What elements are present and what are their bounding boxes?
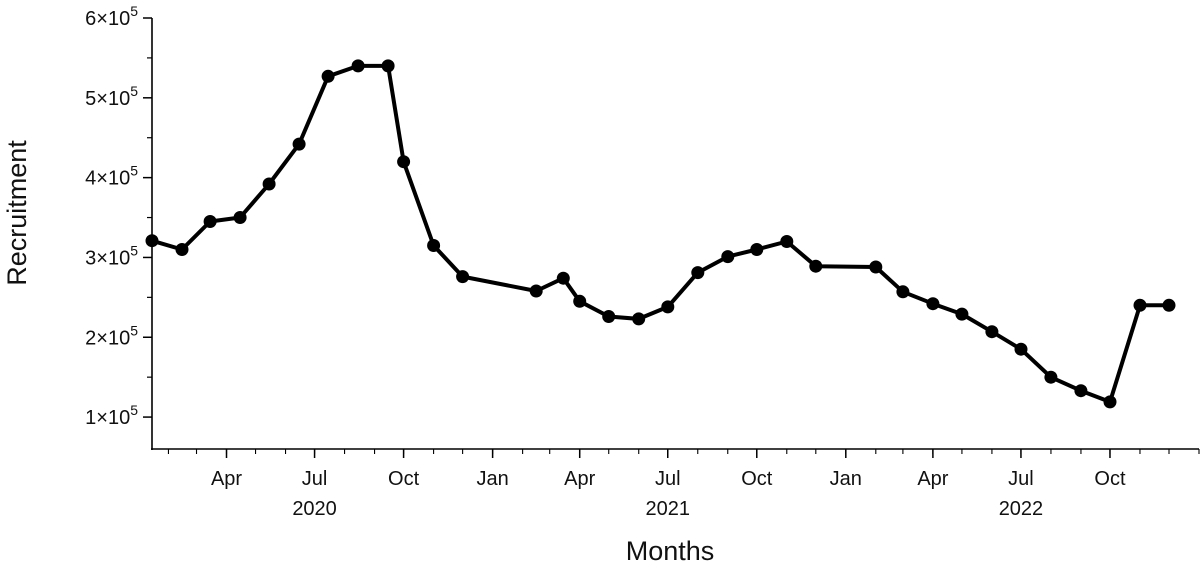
- y-tick-label: 4×105: [85, 163, 138, 190]
- data-point: [1103, 395, 1117, 409]
- series-layer: [145, 59, 1176, 409]
- data-point: [1044, 370, 1058, 384]
- data-point: [556, 271, 570, 285]
- data-point: [602, 310, 616, 323]
- x-tick-label: Apr: [564, 468, 595, 490]
- x-year-label: 2022: [999, 498, 1044, 520]
- data-point: [292, 137, 306, 151]
- data-point: [1074, 384, 1088, 398]
- x-tick-label: Apr: [211, 468, 242, 490]
- data-point: [869, 260, 883, 274]
- data-point: [262, 177, 276, 191]
- data-point: [456, 270, 470, 284]
- y-tick-exponent: 5: [130, 242, 138, 258]
- y-tick-exponent: 5: [130, 83, 138, 99]
- y-tick-exponent: 5: [130, 163, 138, 179]
- x-tick-label: Jul: [1008, 468, 1034, 490]
- data-point: [780, 235, 794, 248]
- data-point: [175, 243, 189, 256]
- data-point: [427, 239, 441, 252]
- y-tick-label: 5×105: [85, 83, 138, 110]
- data-point: [529, 284, 543, 298]
- data-point: [573, 294, 587, 308]
- x-tick-label: Jan: [830, 468, 862, 490]
- data-point: [397, 155, 411, 169]
- data-point: [926, 297, 940, 311]
- data-point: [145, 234, 159, 248]
- data-point: [351, 59, 365, 73]
- data-point: [750, 243, 764, 256]
- data-point: [1014, 342, 1028, 356]
- y-tick-exponent: 5: [130, 322, 138, 338]
- data-point: [632, 312, 646, 326]
- x-axis-title: Months: [626, 536, 715, 566]
- data-point: [955, 307, 969, 321]
- axes: [151, 18, 1199, 450]
- y-tick-exponent: 5: [130, 402, 138, 418]
- y-tick-label: 1×105: [85, 402, 138, 429]
- y-tick-label: 6×105: [85, 3, 138, 30]
- x-tick-label: Jan: [476, 468, 508, 490]
- data-point: [721, 250, 735, 264]
- x-tick-label: Jul: [655, 468, 681, 490]
- x-tick-label: Apr: [917, 468, 948, 490]
- x-tick-label: Oct: [1094, 468, 1126, 490]
- ticks: 1×105 2×105 3×105 4×105 5×105 6×105 Apr Jul Oct J…: [85, 3, 1200, 520]
- data-point: [321, 69, 335, 83]
- y-axis-title: Recruitment: [2, 140, 32, 286]
- y-tick-label: 2×105: [85, 322, 138, 349]
- data-point: [1162, 298, 1176, 312]
- y-tick-label: 3×105: [85, 242, 138, 269]
- x-tick-label: Oct: [388, 468, 420, 490]
- x-year-label: 2020: [292, 498, 337, 520]
- x-tick-label: Oct: [741, 468, 773, 490]
- data-point: [203, 215, 217, 228]
- y-tick-exponent: 5: [130, 3, 138, 19]
- data-point: [896, 285, 910, 299]
- data-point: [985, 325, 999, 339]
- data-point: [1133, 298, 1147, 312]
- data-point: [233, 211, 247, 224]
- data-point: [691, 266, 705, 280]
- series-line: [150, 63, 1171, 404]
- data-point: [661, 300, 675, 314]
- data-point: [381, 59, 395, 73]
- x-year-label: 2021: [646, 498, 691, 520]
- data-point: [809, 259, 823, 273]
- x-tick-label: Jul: [302, 468, 328, 490]
